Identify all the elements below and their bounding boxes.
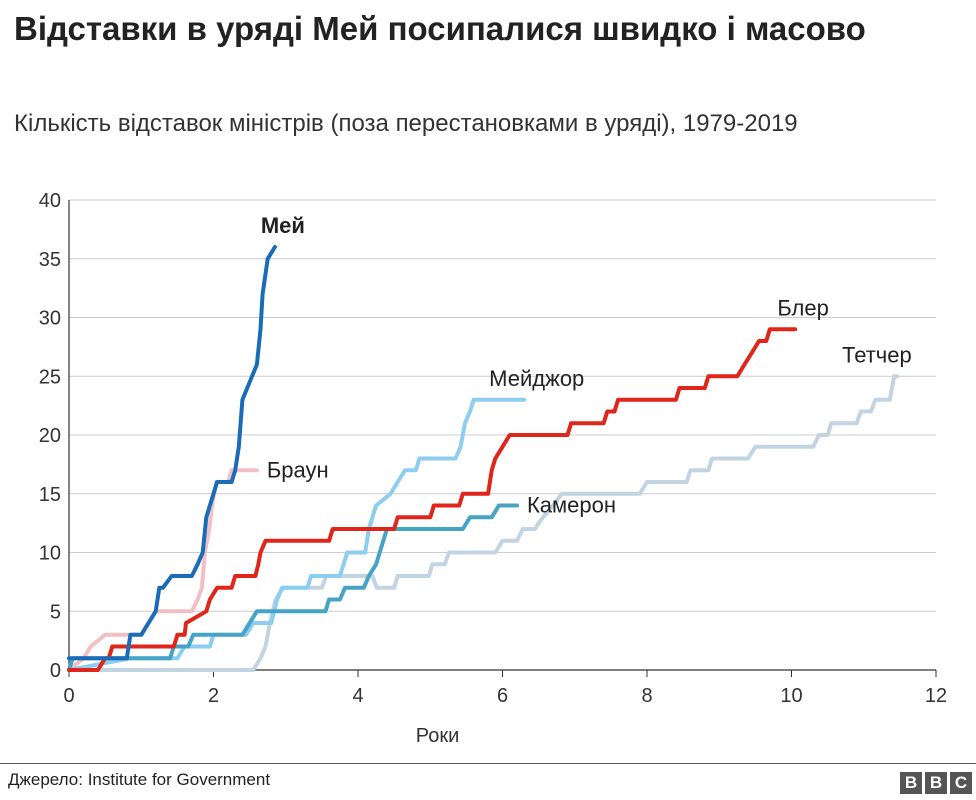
series-lines [67,245,899,672]
y-tick-label: 15 [39,484,61,506]
y-tick-label: 10 [39,543,61,565]
x-tick-label: 10 [780,685,802,707]
bbc-logo-letter: B [900,772,922,794]
chart-title: Відставки в уряді Мей посипалися швидко … [14,10,866,47]
x-tick-label: 6 [497,685,508,707]
series-label: Мейджор [489,366,584,391]
series-label: Блер [777,295,829,320]
y-tick-label: 25 [39,366,61,388]
chart-subtitle: Кількість відставок міністрів (поза пере… [14,110,798,137]
axes: 0 5 10 15 20 25 30 35 40 0 2 4 6 8 10 12 Роки [39,190,947,747]
series-line [67,327,798,672]
x-tick-label: 0 [63,685,74,707]
series-label: Камерон [527,493,616,518]
bbc-logo-letter: C [950,772,972,794]
gridlines [69,199,936,612]
series-line [67,468,259,672]
series-label: Мей [261,213,305,238]
series-label: Браун [267,457,329,482]
x-tick-label: 8 [641,685,652,707]
y-tick-label: 5 [50,601,61,623]
y-tick-label: 35 [39,249,61,271]
x-tick-label: 2 [208,685,219,707]
series-line [67,397,527,672]
series-label: Тетчер [842,342,912,367]
series-line [67,503,519,672]
x-axis-title: Роки [416,725,460,747]
source-note: Джерело: Institute for Government [8,770,271,789]
footer-divider [0,763,976,764]
series-labels: Тетчер Браун Мейджор Камерон Блер Мей [261,213,912,518]
x-tick-label: 12 [925,685,947,707]
y-tick-label: 20 [39,425,61,447]
chart-plot: 0 5 10 15 20 25 30 35 40 0 2 4 6 8 10 12 Роки Тетчер Брау… [39,190,947,747]
bbc-logo: B B C [900,772,972,794]
y-tick-label: 0 [50,660,61,682]
y-tick-label: 40 [39,190,61,212]
bbc-logo-letter: B [925,772,947,794]
x-tick-label: 4 [352,685,363,707]
series-line [67,374,899,672]
y-tick-label: 30 [39,308,61,330]
series-line [67,245,277,661]
